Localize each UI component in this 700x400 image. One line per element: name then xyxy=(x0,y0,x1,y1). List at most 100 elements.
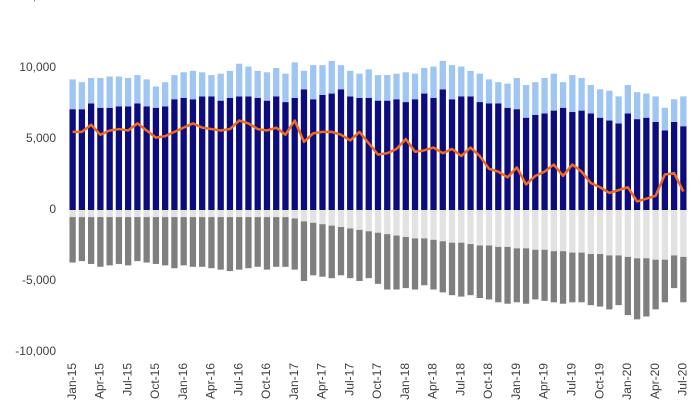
bar-segment xyxy=(596,254,604,307)
bar-segment xyxy=(495,103,502,210)
bar-segment xyxy=(504,246,511,304)
bar-segment xyxy=(541,77,548,114)
bar-segment xyxy=(624,85,631,114)
bar-segment xyxy=(670,210,678,256)
bar-segment xyxy=(670,255,678,289)
bar-segment xyxy=(633,92,641,120)
bar-segment xyxy=(162,217,169,266)
x-tick-label: Apr-16 xyxy=(204,363,218,399)
bar-segment xyxy=(69,109,76,210)
y-tick-label: 5,000 xyxy=(26,131,56,145)
bar-segment xyxy=(337,65,345,90)
bar-segment xyxy=(606,90,613,121)
bar-segment xyxy=(522,248,530,304)
bar-segment xyxy=(587,113,594,210)
bar-segment xyxy=(152,86,160,108)
bar-segment xyxy=(97,107,104,210)
bar-segment xyxy=(208,217,215,269)
bar-segment xyxy=(134,217,141,262)
bar-segment xyxy=(624,113,631,210)
bar-segment xyxy=(282,210,289,218)
bar-segment xyxy=(273,210,280,218)
bar-segment xyxy=(254,210,261,218)
bar-segment xyxy=(87,210,95,218)
bar-segment xyxy=(458,242,465,297)
bar-segment xyxy=(421,238,428,286)
x-tick-label: Apr-20 xyxy=(648,363,662,399)
bar-segment xyxy=(263,217,271,270)
bar-segment xyxy=(273,96,280,210)
bar-segment xyxy=(310,222,317,276)
bar-segment xyxy=(485,210,493,246)
bar-segment xyxy=(282,217,289,267)
bar-segment xyxy=(199,217,206,267)
bar-segment xyxy=(624,210,631,257)
x-tick-label: Jan-17 xyxy=(287,363,301,400)
bar-segment xyxy=(541,210,548,250)
x-tick-label: Jan-20 xyxy=(620,363,634,400)
bar-segment xyxy=(273,68,280,97)
bar-segment xyxy=(513,77,520,110)
bar-segment xyxy=(300,89,308,210)
bar-segment xyxy=(337,210,345,228)
bar-segment xyxy=(125,77,132,107)
bar-segment xyxy=(439,210,446,242)
bar-segment xyxy=(78,109,86,210)
bar-segment xyxy=(467,244,474,296)
bar-segment xyxy=(615,210,622,256)
bar-segment xyxy=(180,97,187,210)
bar-segment xyxy=(87,103,95,210)
bar-segment xyxy=(606,210,613,256)
bar-segment xyxy=(189,99,197,210)
bar-segment xyxy=(189,217,197,267)
bar-segment xyxy=(245,217,252,269)
bar-segment xyxy=(134,75,141,104)
bar-segment xyxy=(393,210,400,236)
bar-segment xyxy=(448,210,456,243)
bar-segment xyxy=(624,256,631,316)
bar-segment xyxy=(615,96,622,124)
bar-segment xyxy=(217,210,224,218)
bar-segment xyxy=(263,72,271,101)
bar-segment xyxy=(208,96,215,210)
bar-segment xyxy=(458,210,465,243)
bar-segment xyxy=(485,245,493,300)
x-tick-label: Jul-19 xyxy=(565,363,579,396)
bar-segment xyxy=(356,73,363,98)
bar-segment xyxy=(300,210,308,222)
bar-segment xyxy=(143,210,150,218)
bar-segment xyxy=(365,97,372,210)
bar-segment xyxy=(393,235,400,290)
bar-segment xyxy=(550,251,557,303)
bar-segment xyxy=(661,259,669,303)
bar-segment xyxy=(384,234,391,290)
bar-segment xyxy=(569,112,576,210)
bar-segment xyxy=(485,79,493,104)
bar-segment xyxy=(532,82,539,115)
bar-segment xyxy=(421,93,428,210)
bar-segment xyxy=(347,70,354,97)
bar-segment xyxy=(263,100,271,210)
bar-segment xyxy=(522,85,530,118)
x-tick-label: Oct-18 xyxy=(481,363,495,399)
bar-segment xyxy=(180,217,187,266)
bar-segment xyxy=(106,217,113,266)
bar-segment xyxy=(430,97,437,210)
bar-segment xyxy=(606,255,613,310)
bar-segment xyxy=(208,75,215,97)
bar-segment xyxy=(652,210,659,260)
bar-segment xyxy=(541,249,548,301)
bar-segment xyxy=(162,210,169,218)
bar-segment xyxy=(532,249,539,300)
bar-segment xyxy=(495,210,502,247)
bar-segment xyxy=(171,210,178,218)
bar-segment xyxy=(439,241,446,293)
bar-segment xyxy=(476,245,483,299)
bar-segment xyxy=(458,66,465,97)
bar-segment xyxy=(347,210,354,229)
bar-segment xyxy=(495,82,502,104)
bar-segment xyxy=(402,236,409,289)
bar-segment xyxy=(550,210,557,252)
bar-segment xyxy=(226,70,234,98)
